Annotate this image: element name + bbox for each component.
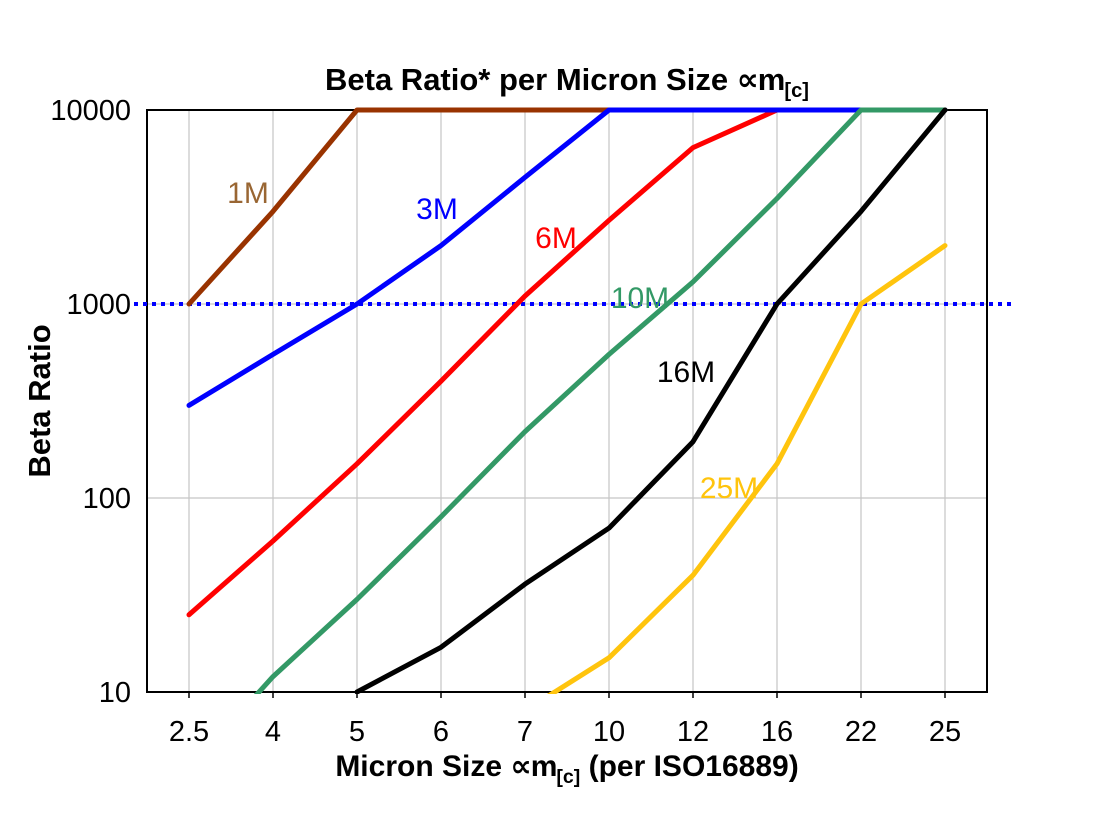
y-tick-label-1000: 1000 [66,289,131,321]
series-label-3M: 3M [416,193,458,226]
x-tick-label-6: 6 [433,716,449,748]
x-axis-title-subscript: [c] [556,765,581,788]
proportional-symbol: ∝m [736,62,786,97]
series-line-25M [546,243,948,694]
series-line-1M [186,107,612,307]
x-tick-label-25: 25 [929,716,961,748]
x-tick-label-4: 4 [265,716,281,748]
x-tick-label-7: 7 [517,716,533,748]
series-label-16M: 16M [657,356,715,389]
chart-title-subscript: [c] [784,80,809,103]
x-axis-title: Micron Size ∝m[c] (per ISO16889) [147,749,987,789]
y-tick-label-10: 10 [99,677,131,709]
y-tick-label-100: 100 [83,483,131,515]
x-axis-title-text: Micron Size [335,750,511,783]
series-label-1M: 1M [227,177,269,210]
series-line-3M [186,107,948,408]
x-axis-title-suffix: (per ISO16889) [580,750,799,783]
series-line-10M [253,107,948,694]
series-label-6M: 6M [535,222,577,255]
x-tick-label-22: 22 [845,716,877,748]
chart-title-text: Beta Ratio* per Micron Size [325,62,737,97]
x-tick-label-12: 12 [677,716,709,748]
proportional-symbol: ∝m [510,750,557,783]
y-axis-title-text: Beta Ratio [22,324,57,478]
series-label-10M: 10M [611,282,669,315]
series-label-25M: 25M [700,472,758,505]
x-tick-label-10: 10 [593,716,625,748]
series-line-16M [354,107,948,694]
y-axis-title: Beta Ratio [22,324,58,477]
y-tick-label-10000: 10000 [50,95,131,127]
chart-title: Beta Ratio* per Micron Size ∝m[c] [147,62,987,103]
x-tick-label-2.5: 2.5 [169,716,209,748]
x-tick-label-16: 16 [761,716,793,748]
x-tick-label-5: 5 [349,716,365,748]
